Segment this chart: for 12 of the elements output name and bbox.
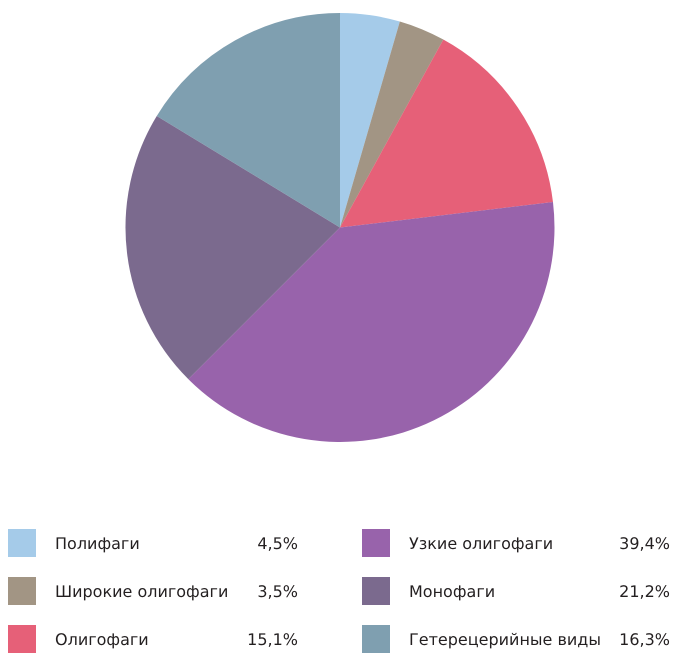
data-label: 3,5% <box>257 582 298 600</box>
legend-label: Монофаги <box>409 582 496 600</box>
data-label: 15,1% <box>247 630 298 648</box>
data-label: 21,2% <box>619 582 670 600</box>
data-label: 4,5% <box>257 534 298 552</box>
legend-label: Олигофаги <box>55 630 150 648</box>
data-label: 39,4% <box>619 534 670 552</box>
legend-label: Гетерецерийные виды <box>409 630 602 648</box>
legend-label: Полифаги <box>55 534 141 552</box>
data-label: 16,3% <box>619 630 670 648</box>
legend-label: Узкие олигофаги <box>409 534 554 552</box>
legend-label: Широкие олигофаги <box>55 582 230 600</box>
